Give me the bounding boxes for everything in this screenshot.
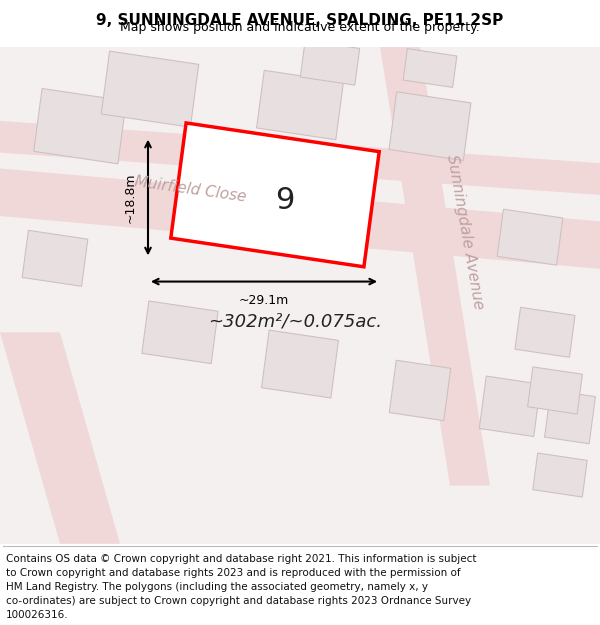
Polygon shape — [389, 92, 471, 161]
Polygon shape — [0, 121, 600, 195]
Polygon shape — [171, 123, 379, 267]
Polygon shape — [101, 51, 199, 127]
Text: 9, SUNNINGDALE AVENUE, SPALDING, PE11 2SP: 9, SUNNINGDALE AVENUE, SPALDING, PE11 2S… — [97, 13, 503, 28]
Text: ~18.8m: ~18.8m — [124, 173, 137, 222]
Text: co-ordinates) are subject to Crown copyright and database rights 2023 Ordnance S: co-ordinates) are subject to Crown copyr… — [6, 596, 471, 606]
Polygon shape — [380, 47, 490, 486]
Text: HM Land Registry. The polygons (including the associated geometry, namely x, y: HM Land Registry. The polygons (includin… — [6, 582, 428, 592]
Polygon shape — [22, 231, 88, 286]
Polygon shape — [34, 89, 126, 164]
Polygon shape — [403, 49, 457, 88]
Polygon shape — [389, 360, 451, 421]
Polygon shape — [0, 169, 600, 269]
Polygon shape — [301, 41, 359, 85]
Text: ~302m²/~0.075ac.: ~302m²/~0.075ac. — [208, 312, 382, 331]
Text: Map shows position and indicative extent of the property.: Map shows position and indicative extent… — [120, 21, 480, 34]
Polygon shape — [533, 453, 587, 497]
Polygon shape — [545, 390, 595, 444]
Polygon shape — [479, 376, 541, 436]
Polygon shape — [262, 330, 338, 398]
Text: Muirfield Close: Muirfield Close — [133, 174, 247, 205]
Text: Sunningdale Avenue: Sunningdale Avenue — [444, 153, 486, 311]
Polygon shape — [497, 209, 563, 265]
Text: ~29.1m: ~29.1m — [239, 294, 289, 307]
Polygon shape — [0, 332, 120, 544]
Polygon shape — [257, 71, 343, 140]
Text: Contains OS data © Crown copyright and database right 2021. This information is : Contains OS data © Crown copyright and d… — [6, 554, 476, 564]
Polygon shape — [515, 308, 575, 358]
Polygon shape — [142, 301, 218, 364]
Polygon shape — [527, 367, 583, 414]
Text: 9: 9 — [275, 186, 295, 214]
Text: 100026316.: 100026316. — [6, 611, 68, 621]
Text: to Crown copyright and database rights 2023 and is reproduced with the permissio: to Crown copyright and database rights 2… — [6, 568, 461, 578]
